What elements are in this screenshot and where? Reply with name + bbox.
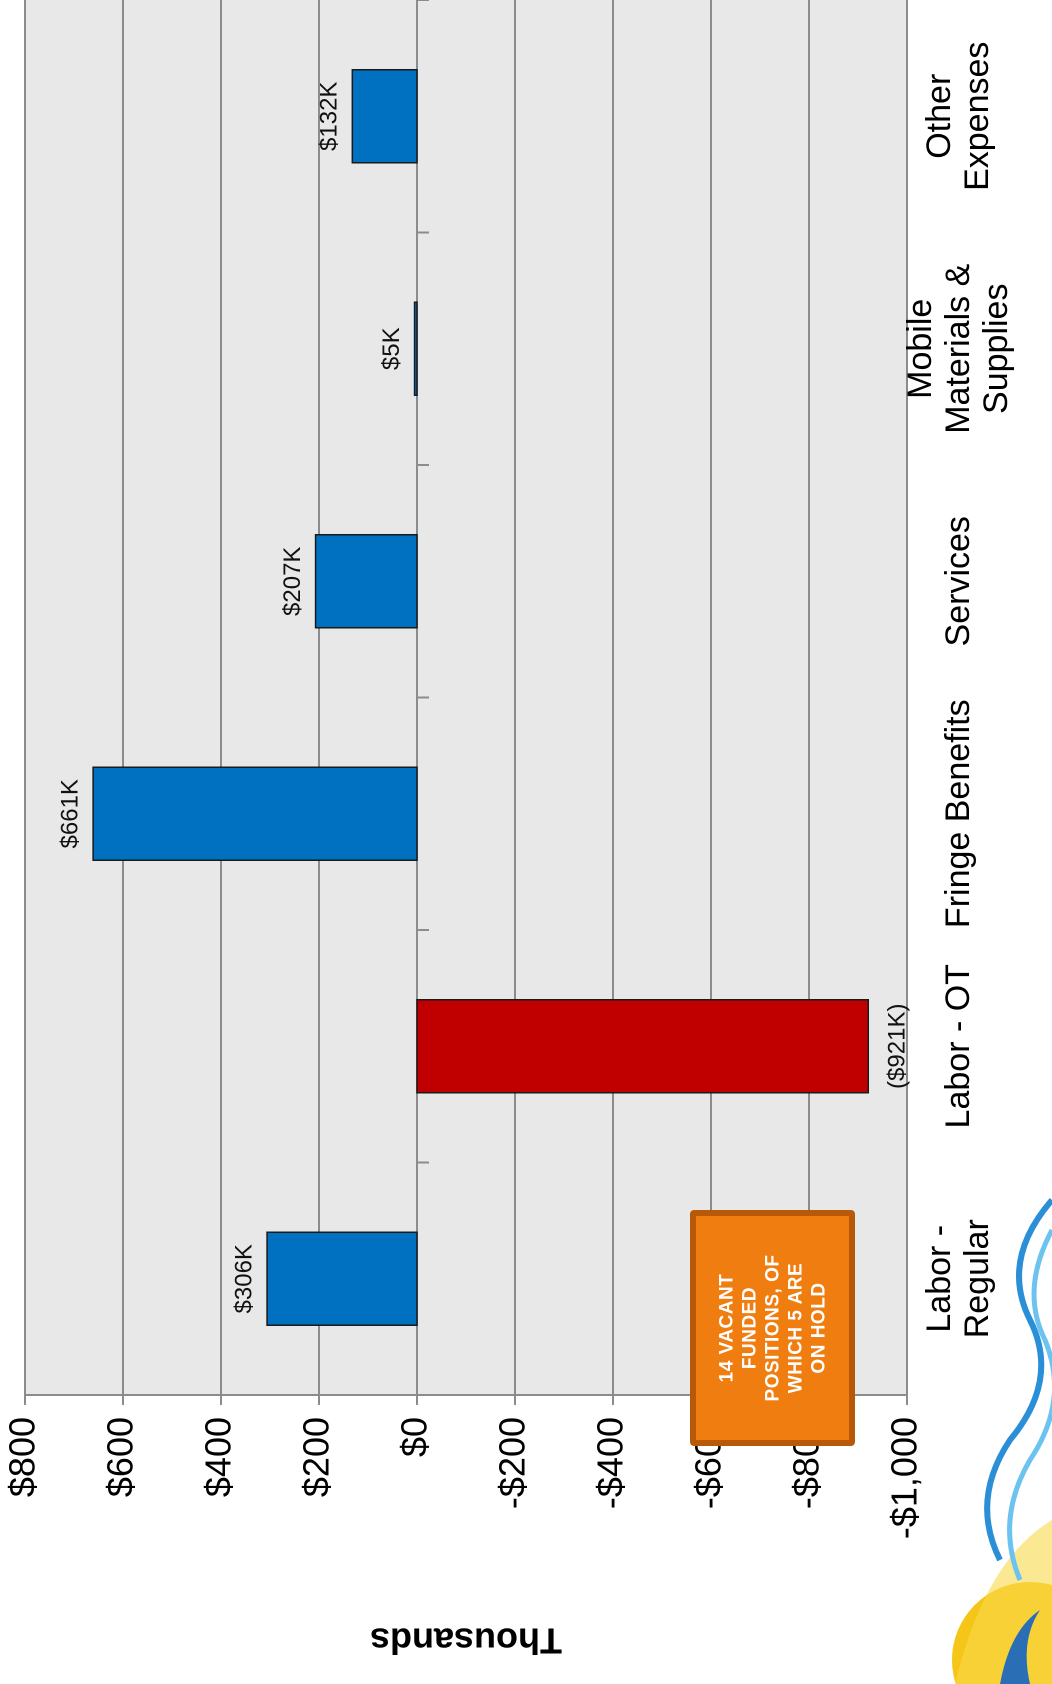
value-axis-title: Thousands (370, 1620, 562, 1661)
logo-icon (952, 1198, 1052, 1684)
data-label: $207K (279, 547, 306, 616)
value-axis-tick-label: $400 (198, 1417, 239, 1497)
axis-ticks (24, 0, 908, 1405)
callout-line: 14 VACANT (716, 1273, 737, 1383)
data-label: $132K (316, 82, 343, 151)
bar (92, 766, 418, 861)
data-label: $5K (378, 327, 405, 370)
category-label: Services (939, 516, 977, 646)
callout-line: ON HOLD (808, 1282, 829, 1374)
category-label: Fringe Benefits (939, 699, 977, 928)
data-labels: $306K ($921K) $661K $207K $5K $132K (56, 82, 910, 1314)
data-label: $661K (56, 779, 83, 848)
data-label: ($921K) (884, 1004, 911, 1089)
value-axis-tick-label: $0 (394, 1417, 435, 1457)
data-label: $306K (230, 1244, 257, 1313)
value-axis-tick-label: -$200 (492, 1417, 533, 1509)
category-label: OtherExpenses (920, 42, 996, 191)
bar (351, 69, 418, 164)
value-axis-tick-label: $800 (2, 1417, 43, 1497)
value-axis-tick-label: $600 (100, 1417, 141, 1497)
category-axis-labels: Labor -Regular Labor - OT Fringe Benefits S… (901, 42, 1015, 1339)
callout-line: POSITIONS, OF (762, 1254, 783, 1402)
value-axis-tick-label: $200 (296, 1417, 337, 1497)
value-axis-tick-labels: $800 $600 $400 $200 $0 -$200 -$400 -$600 -$800 -$… (2, 1417, 925, 1539)
category-label: MobileMaterials &Supplies (901, 263, 1015, 433)
vacancy-callout-text: 14 VACANT FUNDED POSITIONS, OF WHICH 5 A… (715, 1218, 830, 1438)
callout-line: WHICH 5 ARE (785, 1262, 806, 1394)
value-axis-tick-label: -$1,000 (884, 1417, 925, 1539)
bar (314, 534, 418, 629)
plot-area (25, 0, 907, 1395)
bar (266, 1231, 418, 1326)
value-axis-tick-label: -$400 (590, 1417, 631, 1509)
bar (416, 999, 870, 1094)
callout-line: FUNDED (739, 1286, 760, 1370)
category-label: Labor -Regular (920, 1219, 996, 1338)
bar (413, 301, 418, 396)
category-label: Labor - OT (939, 964, 977, 1128)
vacancy-callout: 14 VACANT FUNDED POSITIONS, OF WHICH 5 A… (690, 1210, 855, 1446)
bars (92, 69, 870, 1326)
